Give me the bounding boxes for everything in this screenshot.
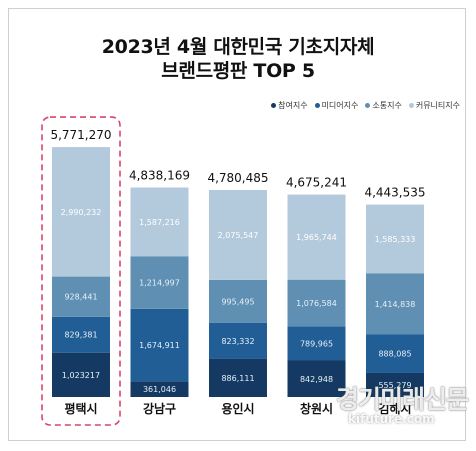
chart-title: 2023년 4월 대한민국 기초지자체 bbox=[101, 36, 375, 58]
legend-label: 소통지수 bbox=[372, 101, 402, 110]
category-tick-label: 평택시 bbox=[64, 401, 97, 416]
category-tick-label: 강남구 bbox=[143, 401, 176, 416]
segment-value-label: 829,381 bbox=[64, 331, 97, 340]
segment-value-label: 789,965 bbox=[300, 339, 333, 348]
segment-value-label: 1,674,911 bbox=[139, 341, 180, 350]
bar-group: 842,948 789,965 1,076,584 1,965,744 4,675,24… bbox=[286, 176, 347, 416]
legend-label: 참여지수 bbox=[278, 101, 308, 110]
segment-value-label: 1,214,997 bbox=[139, 279, 180, 288]
category-tick-label: 창원시 bbox=[300, 401, 333, 416]
bar-group: 886,111 823,332 995,495 2,075,547 4,780,485 용… bbox=[207, 171, 268, 416]
bar-segment bbox=[130, 308, 189, 382]
segment-value-label: 888,085 bbox=[378, 350, 411, 359]
chart-legend: 참여지수 미디어지수 소통지수 커뮤니티지수 bbox=[224, 100, 460, 111]
bar-segment bbox=[287, 326, 346, 361]
segment-value-label: 1,587,216 bbox=[139, 218, 180, 227]
total-value-label: 5,771,270 bbox=[50, 128, 111, 142]
bar-segment bbox=[287, 279, 346, 327]
bar-group: 1,023217 829,381 928,441 2,990,232 5,771,270… bbox=[50, 128, 111, 416]
bar-segment bbox=[52, 276, 110, 317]
highlight-dashed-box bbox=[41, 116, 121, 426]
segment-value-label: 1,585,333 bbox=[375, 235, 416, 244]
segment-value-label: 886,111 bbox=[221, 374, 254, 383]
segment-value-label: 842,948 bbox=[300, 375, 333, 384]
bar-segment bbox=[366, 372, 424, 397]
bar-segment bbox=[366, 273, 424, 335]
segment-value-label: 2,990,232 bbox=[61, 208, 102, 217]
bar-segment bbox=[287, 360, 346, 397]
category-tick-label: 김해시 bbox=[378, 401, 411, 416]
legend-item: 참여지수 bbox=[271, 100, 308, 111]
segment-value-label: 1,076,584 bbox=[296, 299, 337, 308]
chart-subtitle: 브랜드평판 TOP 5 bbox=[161, 60, 315, 82]
legend-dot-icon bbox=[314, 103, 320, 108]
bar-segment bbox=[209, 279, 267, 323]
bar-segment bbox=[287, 194, 346, 280]
bar-segment bbox=[209, 358, 267, 397]
bar-segment bbox=[130, 381, 189, 397]
bar-segment bbox=[209, 322, 267, 359]
bar-segment bbox=[130, 256, 189, 309]
legend-item: 미디어지수 bbox=[314, 100, 359, 111]
legend-dot-icon bbox=[408, 103, 414, 108]
bar-segment bbox=[209, 190, 267, 280]
segment-value-label: 823,332 bbox=[221, 337, 254, 346]
segment-value-label: 361,046 bbox=[143, 385, 176, 394]
bar-group: 361,046 1,674,911 1,214,997 1,587,216 4,838,… bbox=[129, 169, 190, 416]
bar-segment bbox=[130, 187, 189, 257]
legend-item: 커뮤니티지수 bbox=[408, 100, 460, 111]
bar-segment bbox=[366, 204, 424, 274]
bar-segment bbox=[366, 334, 424, 373]
segment-value-label: 1,414,838 bbox=[375, 300, 416, 309]
segment-value-label: 995,495 bbox=[221, 297, 254, 306]
segment-value-label: 555,279 bbox=[378, 381, 411, 390]
legend-label: 미디어지수 bbox=[321, 101, 359, 110]
bar-segment bbox=[52, 147, 110, 277]
segment-value-label: 1,023217 bbox=[62, 371, 100, 380]
segment-value-label: 2,075,547 bbox=[218, 231, 259, 240]
legend-dot-icon bbox=[271, 103, 277, 108]
segment-value-label: 1,965,744 bbox=[296, 233, 337, 242]
bar-segment bbox=[52, 352, 110, 397]
legend-label: 커뮤니티지수 bbox=[415, 101, 460, 110]
total-value-label: 4,780,485 bbox=[207, 171, 268, 185]
bar-group: 555,279 888,085 1,414,838 1,585,333 4,443,53… bbox=[364, 186, 425, 416]
legend-dot-icon bbox=[365, 103, 371, 108]
segment-value-label: 928,441 bbox=[64, 293, 97, 302]
total-value-label: 4,675,241 bbox=[286, 176, 347, 190]
total-value-label: 4,838,169 bbox=[129, 169, 190, 183]
total-value-label: 4,443,535 bbox=[364, 186, 425, 200]
legend-item: 소통지수 bbox=[365, 100, 402, 111]
category-tick-label: 용인시 bbox=[221, 401, 254, 416]
bar-segment bbox=[52, 316, 110, 353]
